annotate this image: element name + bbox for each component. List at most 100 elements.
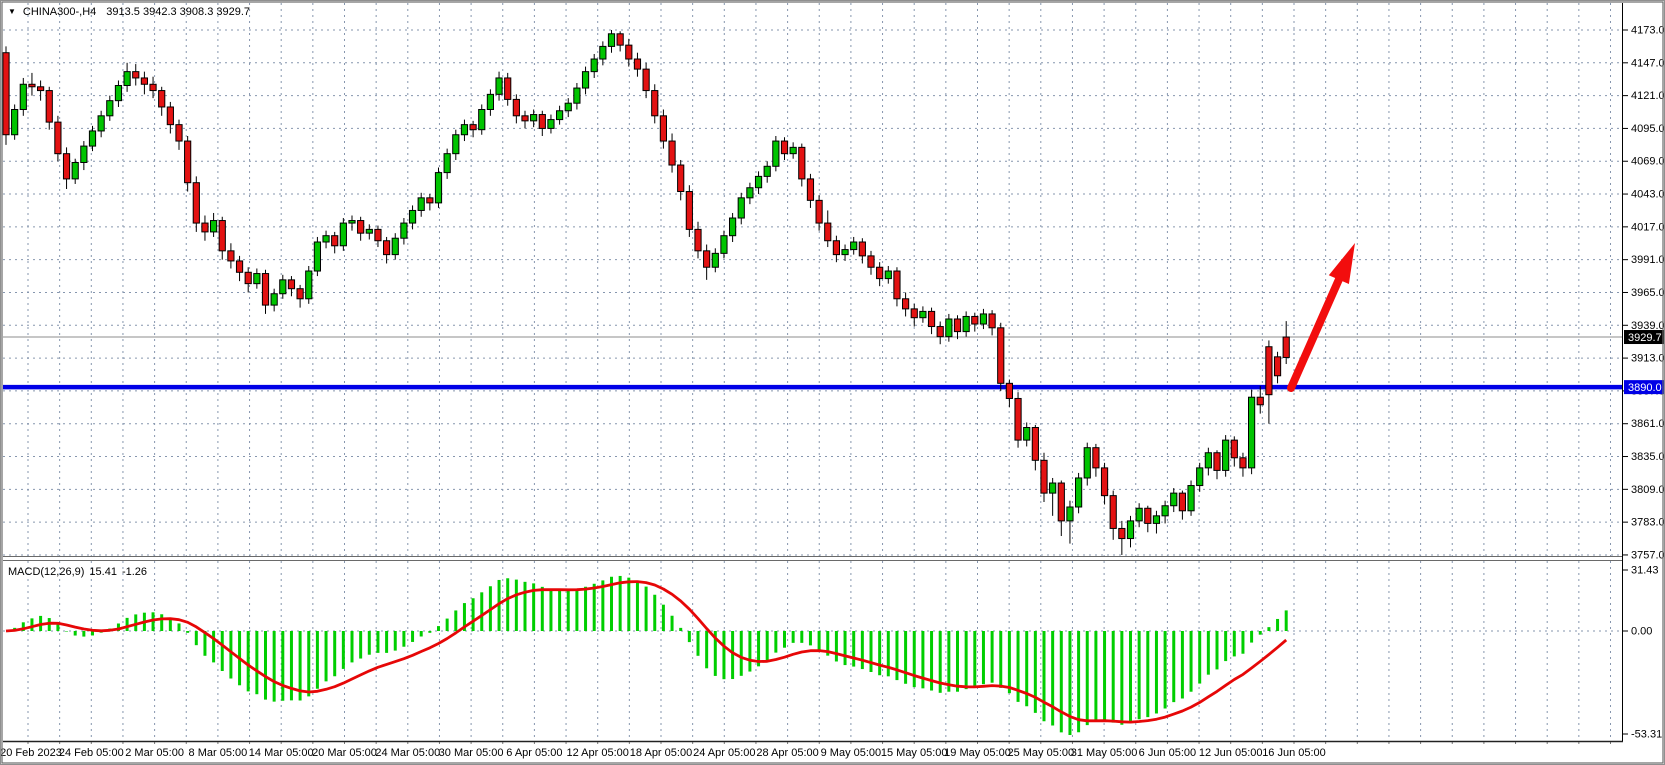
chart-title-bar: ▼ CHINA300-,H4 3913.5 3942.3 3908.3 3929…: [8, 5, 250, 19]
candle-down: [184, 140, 192, 184]
time-axis-label: 14 Mar 05:00: [249, 747, 314, 759]
price-axis-label: 3757.0: [1631, 549, 1665, 561]
candle-up: [408, 209, 417, 224]
candle-up: [452, 134, 460, 155]
time-axis-label: 20 Mar 05:00: [312, 747, 377, 759]
candle-up: [1126, 520, 1135, 540]
candle-down: [1031, 427, 1039, 461]
candle-up: [1075, 477, 1083, 508]
candle-down: [1005, 382, 1013, 399]
candle-up: [1083, 447, 1091, 479]
candle-up: [945, 318, 953, 338]
candle-up: [850, 241, 858, 251]
candle-down: [331, 235, 339, 247]
price-axis-label: 4147.0: [1631, 57, 1665, 69]
macd-axis[interactable]: 31.43 0.00 -53.31: [1623, 565, 1662, 741]
candle-down: [1092, 447, 1100, 469]
price-axis-label: 4069.0: [1631, 156, 1665, 168]
candle-down: [261, 273, 270, 306]
candle-up: [270, 293, 278, 306]
candle-up: [88, 130, 97, 147]
candle-down: [149, 83, 157, 92]
candle-up: [400, 222, 408, 239]
symbol-dropdown-icon[interactable]: ▼: [8, 7, 16, 16]
macd-indicator-label: MACD(12,26,9): [8, 565, 85, 578]
candle-down: [469, 124, 477, 131]
candle-down: [1230, 439, 1238, 459]
candle-down: [235, 260, 244, 273]
candle-up: [123, 71, 131, 87]
candle-down: [357, 220, 365, 234]
candle-down: [62, 153, 71, 180]
candle-down: [876, 266, 884, 280]
candle-up: [391, 237, 399, 256]
candle-down: [1265, 346, 1273, 396]
time-axis-label: 16 Jun 05:00: [1262, 747, 1326, 759]
trend-arrow[interactable]: [1287, 243, 1355, 392]
candle-down: [1256, 396, 1264, 406]
candle-up: [590, 58, 598, 73]
candle-down: [383, 240, 391, 256]
price-axis-label: 3991.0: [1631, 254, 1665, 266]
candle-down: [512, 98, 520, 117]
candle-down: [824, 222, 832, 242]
candle-down: [893, 270, 901, 300]
candle-down: [1213, 452, 1221, 471]
time-axis-label: 15 May 05:00: [881, 747, 948, 759]
price-axis-label: 3939.0: [1631, 320, 1665, 332]
candle-down: [703, 250, 711, 268]
candle-up: [434, 172, 443, 204]
candle-down: [287, 279, 296, 290]
candle-up: [97, 115, 105, 132]
candle-down: [1118, 527, 1126, 540]
candle-down: [374, 228, 382, 242]
candle-down: [296, 288, 304, 300]
candle-down: [1273, 356, 1282, 377]
price-axis-label: 3783.0: [1631, 517, 1665, 529]
time-axis-label: 12 Jun 05:00: [1199, 747, 1263, 759]
candle-down: [806, 178, 815, 201]
candle-down: [625, 44, 633, 60]
candle-up: [841, 249, 849, 256]
time-axis-label: 24 Feb 05:00: [59, 747, 124, 759]
candle-up: [711, 252, 719, 268]
candle-down: [988, 313, 996, 329]
time-axis-label: 18 Apr 05:00: [630, 747, 692, 759]
price-axis-label: 4095.0: [1631, 123, 1665, 135]
candle-up: [772, 140, 780, 167]
candle-down: [426, 197, 434, 204]
current-price-badge-text: 3929.7: [1628, 332, 1662, 344]
candle-up: [1248, 396, 1256, 469]
candle-up: [884, 270, 892, 280]
candle-up: [460, 124, 469, 136]
candle-down: [201, 222, 209, 233]
candle-down: [132, 71, 140, 79]
candle-down: [971, 315, 979, 325]
candle-down: [28, 83, 36, 88]
candle-up: [1222, 439, 1230, 471]
candle-up: [737, 197, 745, 219]
time-axis-label: 24 Mar 05:00: [375, 747, 440, 759]
candle-down: [997, 327, 1005, 384]
candle-up: [720, 235, 728, 254]
candle-down: [140, 77, 149, 85]
candle-up: [1152, 515, 1161, 524]
candle-down: [504, 77, 512, 100]
price-axis-label: 3965.0: [1631, 287, 1665, 299]
candle-up: [19, 83, 27, 111]
candle-down: [1100, 467, 1109, 497]
candle-up: [1187, 485, 1195, 512]
candle-down: [910, 308, 918, 319]
candle-down: [927, 310, 936, 328]
time-axis-label: 30 Mar 05:00: [439, 747, 504, 759]
candle-up: [478, 109, 486, 131]
candle-up: [919, 310, 927, 319]
candle-down: [867, 255, 875, 268]
candle-down: [244, 271, 252, 285]
macd-axis-label: -53.31: [1631, 729, 1662, 741]
hline-badge: [1624, 380, 1665, 395]
candle-up: [962, 315, 970, 333]
current-price-badge: [1624, 330, 1665, 345]
